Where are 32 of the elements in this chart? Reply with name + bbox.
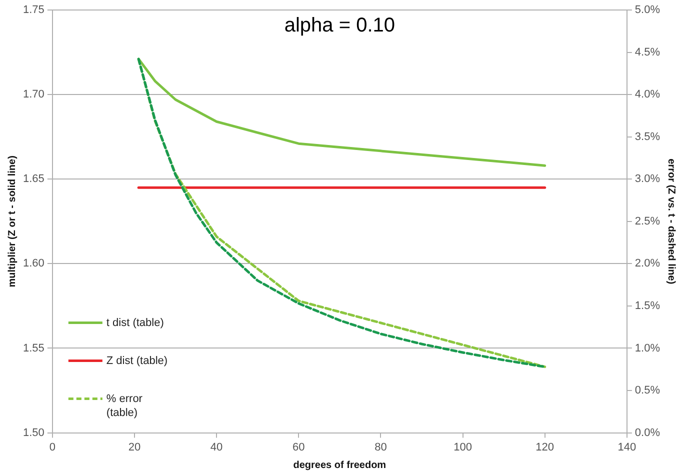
y2-tick-label: 0.5% [634, 384, 660, 397]
x-tick-label: 0 [49, 441, 56, 454]
y2-tick-label: 1.0% [634, 342, 660, 354]
x-tick-label: 80 [374, 441, 387, 454]
y2-tick-label: 3.5% [634, 130, 660, 143]
x-tick-label: 60 [292, 441, 305, 454]
y2-tick-label: 0.0% [634, 426, 660, 439]
x-tick-label: 20 [128, 441, 141, 454]
y2-tick-label: 3.0% [634, 173, 660, 186]
y-tick-label: 1.75 [22, 4, 44, 16]
x-axis-title: degrees of freedom [293, 460, 386, 471]
y2-tick-label: 2.5% [634, 215, 660, 228]
y-tick-label: 1.60 [22, 258, 44, 270]
y-tick-label: 1.55 [22, 342, 44, 354]
chart-title: alpha = 0.10 [284, 14, 395, 37]
y2-tick-label: 4.5% [634, 46, 660, 58]
x-tick-label: 100 [454, 441, 472, 454]
y2-tick-label: 1.5% [634, 300, 660, 312]
y-tick-label: 1.50 [22, 426, 44, 439]
x-tick-label: 40 [210, 441, 223, 454]
y-tick-label: 1.70 [22, 88, 44, 101]
legend-label: Z dist (table) [106, 354, 168, 367]
x-tick-label: 120 [536, 441, 554, 454]
y2-tick-label: 4.0% [634, 88, 660, 101]
legend-label: % error (table) [106, 392, 143, 419]
x-tick-label: 140 [618, 441, 636, 454]
y2-axis-title: error (Z vs. t - dashed line) [665, 158, 676, 284]
y2-tick-label: 5.0% [634, 4, 660, 16]
y-axis-title: multiplier (Z or t - solid line) [6, 156, 18, 288]
y2-tick-label: 2.0% [634, 258, 660, 270]
legend-label: t dist (table) [106, 316, 164, 329]
y-tick-label: 1.65 [22, 173, 44, 186]
